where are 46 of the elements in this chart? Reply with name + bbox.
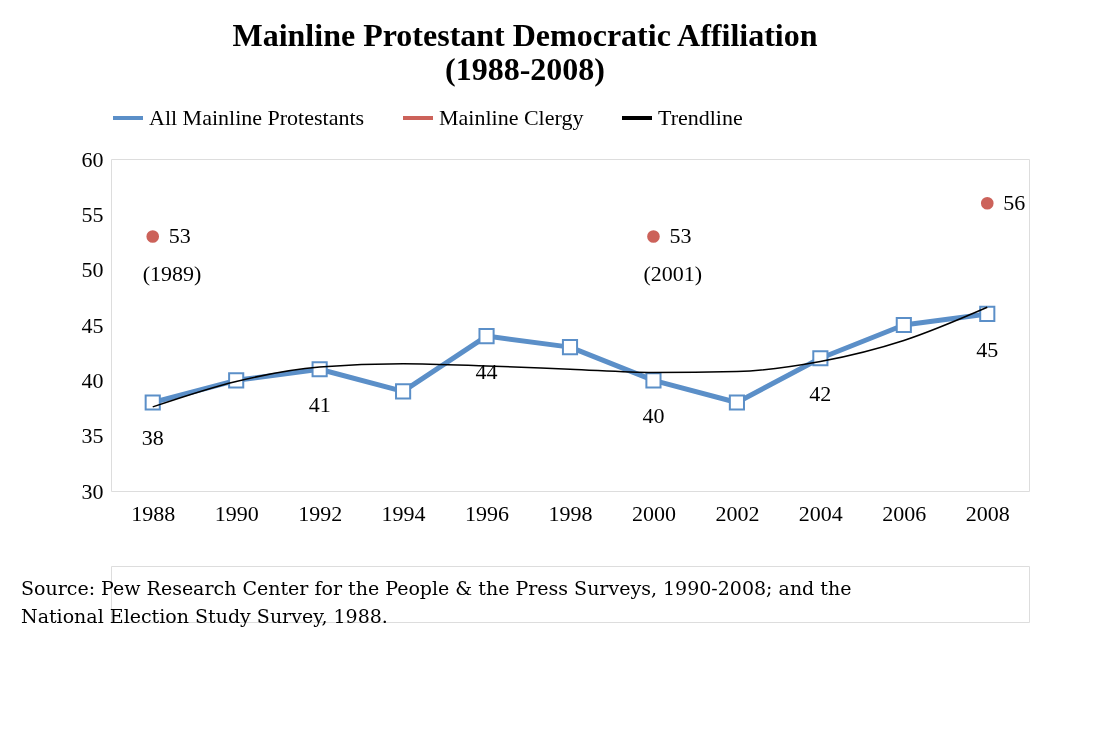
- legend-label: Trendline: [658, 105, 743, 130]
- legend-label: Mainline Clergy: [439, 105, 584, 130]
- point: [895, 316, 912, 334]
- x-tick-label: 1992: [298, 500, 343, 526]
- x-tick-label: 2002: [715, 500, 760, 526]
- y-tick-label: 30: [81, 478, 104, 504]
- point: [980, 196, 994, 210]
- legend-label: All Mainline Protestants: [149, 105, 365, 130]
- data-label: 44: [475, 359, 498, 385]
- point: [311, 361, 328, 378]
- x-tick-label: 2008: [965, 500, 1010, 526]
- y-tick-label: 55: [81, 201, 104, 227]
- text: 53 (2001): [643, 223, 703, 287]
- text: 53 (1989): [142, 223, 202, 287]
- point: [979, 305, 996, 322]
- y-tick-label: 45: [81, 312, 104, 338]
- y-tick-label: 40: [81, 367, 104, 393]
- point: [645, 372, 662, 389]
- data-label: 38: [141, 425, 164, 451]
- text: Mainline Protestant Democratic Affiliation: [232, 17, 818, 53]
- point: [146, 230, 160, 243]
- point: [728, 394, 745, 411]
- x-tick-label: 1988: [131, 500, 176, 526]
- point: [647, 230, 660, 243]
- data-label: 40: [642, 403, 665, 429]
- point: [395, 383, 412, 400]
- source-note: Source: Pew Research Center for the People & the Press Surveys, 1990-2008; and the: [21, 577, 852, 599]
- text: National Election Study Survey, 1988.: [21, 605, 388, 627]
- y-tick-label: 50: [81, 257, 104, 283]
- x-tick-label: 1998: [548, 500, 593, 526]
- annotation: 45: [976, 336, 999, 362]
- x-tick-label: 1990: [214, 500, 259, 526]
- point: [478, 328, 495, 345]
- data-label: 41: [308, 392, 331, 418]
- x-tick-label: 2004: [798, 500, 843, 526]
- point: [144, 394, 161, 411]
- y-tick-label: 60: [81, 146, 104, 172]
- x-tick-label: 1996: [465, 500, 510, 526]
- data-label: 56: [1003, 190, 1026, 216]
- y-tick-label: 35: [81, 423, 104, 449]
- point: [561, 339, 579, 356]
- x-tick-label: 2006: [882, 500, 927, 526]
- text: (1988-2008): [445, 51, 605, 87]
- x-tick-label: 1994: [381, 500, 426, 526]
- x-tick-label: 2000: [631, 500, 676, 526]
- data-label: 42: [809, 381, 832, 407]
